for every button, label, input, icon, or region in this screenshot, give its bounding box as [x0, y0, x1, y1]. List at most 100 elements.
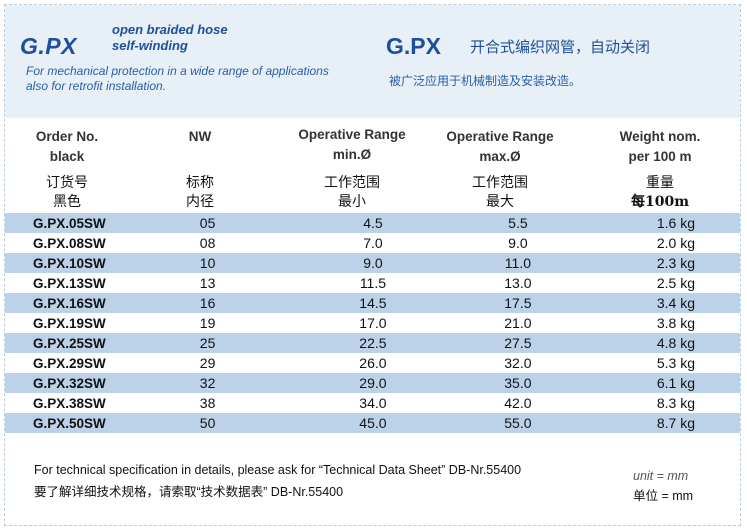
col-header-min-cn-1: 工作范围: [324, 175, 380, 191]
header-band: [5, 5, 740, 118]
cell-order: G.PX.10SW: [33, 255, 106, 271]
col-header-weight-cn-2: 每100m: [630, 194, 690, 210]
cell-min: 26.0: [359, 355, 387, 371]
cell-max: 21.0: [504, 315, 532, 331]
col-header-nw-cn-1: 标称: [186, 175, 214, 191]
col-header-min-line-1: Operative Range: [298, 127, 406, 142]
col-header-max-cn-1: 工作范围: [472, 175, 528, 191]
cell-weight: 2.0 kg: [656, 235, 695, 251]
cell-max: 17.5: [504, 295, 532, 311]
cell-weight: 3.8 kg: [656, 315, 695, 331]
table-row: G.PX.13SW 13 11.5 13.0 2.5 kg: [5, 273, 740, 293]
col-header-order-cn: 订货号 黑色: [22, 174, 112, 212]
col-header-weight-line-1: Weight nom.: [619, 129, 701, 144]
cell-min: 17.0: [359, 315, 387, 331]
description-en-line-1: For mechanical protection in a wide rang…: [26, 64, 329, 78]
cell-nw: 25: [199, 335, 216, 351]
table-row: G.PX.29SW 29 26.0 32.0 5.3 kg: [5, 353, 740, 373]
cell-order: G.PX.32SW: [33, 375, 106, 391]
cell-nw: 32: [199, 375, 216, 391]
col-header-weight: Weight nom. per 100 m: [595, 127, 725, 167]
cell-nw: 05: [199, 215, 216, 231]
col-header-weight-cn-1: 重量: [646, 175, 674, 191]
cell-nw: 13: [199, 275, 216, 291]
footer-note-en: For technical specification in details, …: [34, 463, 522, 477]
col-header-order: Order No. black: [22, 127, 112, 167]
cell-max: 42.0: [504, 395, 532, 411]
cell-weight: 3.4 kg: [656, 295, 695, 311]
subtitle-line-1: open braided hose: [112, 22, 228, 37]
cell-min: 4.5: [363, 215, 383, 231]
table-row: G.PX.10SW 10 9.0 11.0 2.3 kg: [5, 253, 740, 273]
cell-max: 32.0: [504, 355, 532, 371]
cell-weight: 5.3 kg: [656, 355, 695, 371]
col-header-max-cn-2: 最大: [486, 194, 514, 210]
cell-weight: 2.3 kg: [656, 255, 695, 271]
cell-weight: 1.6 kg: [656, 215, 695, 231]
col-header-min-line-2: min.Ø: [332, 147, 372, 162]
cell-order: G.PX.50SW: [33, 415, 106, 431]
col-header-order-cn-2: 黑色: [53, 194, 81, 210]
table-row: G.PX.16SW 16 14.5 17.5 3.4 kg: [5, 293, 740, 313]
cell-max: 27.5: [504, 335, 532, 351]
cell-weight: 8.7 kg: [656, 415, 695, 431]
cell-min: 9.0: [363, 255, 383, 271]
col-header-nw-cn-2: 内径: [186, 194, 214, 210]
cell-order: G.PX.29SW: [33, 355, 106, 371]
footer-note-cn: 要了解详细技术规格，请索取“技术数据表” DB-Nr.55400: [34, 485, 344, 499]
subtitle-line-2: self-winding: [112, 38, 188, 53]
description-cn: 被广泛应用于机械制造及安装改造。: [389, 74, 582, 88]
title-cn: 开合式编织网管，自动关闭: [470, 39, 651, 56]
cell-max: 5.5: [508, 215, 528, 231]
cell-min: 14.5: [359, 295, 387, 311]
cell-order: G.PX.13SW: [33, 275, 106, 291]
col-header-max-line-2: max.Ø: [479, 149, 521, 164]
unit-label-cn: 单位 = mm: [633, 489, 694, 503]
cell-weight: 6.1 kg: [656, 375, 695, 391]
cell-min: 45.0: [359, 415, 387, 431]
cell-weight: 8.3 kg: [656, 395, 695, 411]
table-row: G.PX.50SW 50 45.0 55.0 8.7 kg: [5, 413, 740, 433]
col-header-nw: NW: [160, 127, 240, 147]
description-en-line-2: also for retrofit installation.: [26, 79, 167, 93]
cell-nw: 19: [199, 315, 216, 331]
cell-nw: 16: [199, 295, 216, 311]
cell-min: 29.0: [359, 375, 387, 391]
table-row: G.PX.19SW 19 17.0 21.0 3.8 kg: [5, 313, 740, 333]
cell-min: 11.5: [359, 275, 387, 291]
cell-nw: 08: [199, 235, 216, 251]
product-subtitle: open braided hose self-winding: [112, 22, 228, 54]
unit-label-en: unit = mm: [633, 469, 689, 483]
brand-title-left: G.PX: [20, 33, 77, 59]
cell-max: 13.0: [504, 275, 532, 291]
cell-weight: 4.8 kg: [656, 335, 695, 351]
col-header-nw-cn: 标称 内径: [160, 174, 240, 212]
cell-order: G.PX.19SW: [33, 315, 106, 331]
col-header-min: Operative Range min.Ø: [282, 125, 422, 165]
col-header-min-cn-2: 最小: [338, 194, 366, 210]
cell-max: 9.0: [508, 235, 528, 251]
table-row: G.PX.08SW 08 7.0 9.0 2.0 kg: [5, 233, 740, 253]
cell-nw: 29: [199, 355, 216, 371]
table-row: G.PX.32SW 32 29.0 35.0 6.1 kg: [5, 373, 740, 393]
col-header-order-cn-1: 订货号: [46, 175, 88, 191]
cell-order: G.PX.08SW: [33, 235, 106, 251]
cell-order: G.PX.38SW: [33, 395, 106, 411]
cell-nw: 50: [199, 415, 216, 431]
col-header-weight-line-2: per 100 m: [628, 149, 692, 164]
table-row: G.PX.25SW 25 22.5 27.5 4.8 kg: [5, 333, 740, 353]
col-header-max: Operative Range max.Ø: [430, 127, 570, 167]
cell-order: G.PX.25SW: [33, 335, 106, 351]
table-row: G.PX.05SW 05 4.5 5.5 1.6 kg: [5, 213, 740, 233]
col-header-max-line-1: Operative Range: [446, 129, 554, 144]
col-header-order-line-1: Order No.: [35, 129, 99, 144]
cell-order: G.PX.16SW: [33, 295, 106, 311]
description-en: For mechanical protection in a wide rang…: [26, 64, 329, 94]
col-header-weight-cn: 重量 每100m: [595, 174, 725, 212]
cell-max: 35.0: [504, 375, 532, 391]
cell-min: 22.5: [359, 335, 387, 351]
cell-min: 34.0: [359, 395, 387, 411]
cell-min: 7.0: [363, 235, 383, 251]
cell-weight: 2.5 kg: [656, 275, 695, 291]
col-header-order-line-2: black: [49, 149, 85, 164]
